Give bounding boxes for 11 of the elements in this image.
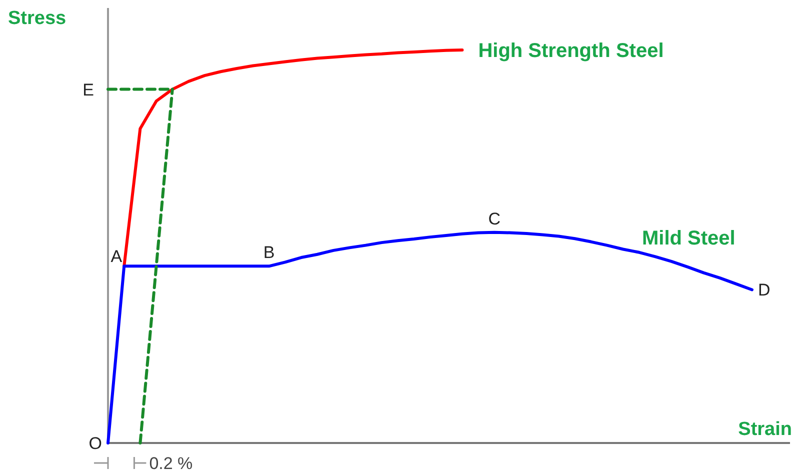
text: 0.2 %	[149, 454, 193, 473]
annotation: O	[88, 434, 102, 453]
annotation: C	[488, 209, 501, 228]
series-label: High Strength Steel	[478, 40, 664, 62]
annotation: B	[263, 243, 275, 262]
annotation: A	[110, 247, 123, 266]
x-axis-title: Strain	[738, 419, 792, 440]
annotation: D	[758, 280, 770, 300]
text: E	[82, 80, 94, 100]
y-axis-title: Stress	[8, 8, 66, 29]
series-label: Mild Steel	[642, 228, 736, 250]
